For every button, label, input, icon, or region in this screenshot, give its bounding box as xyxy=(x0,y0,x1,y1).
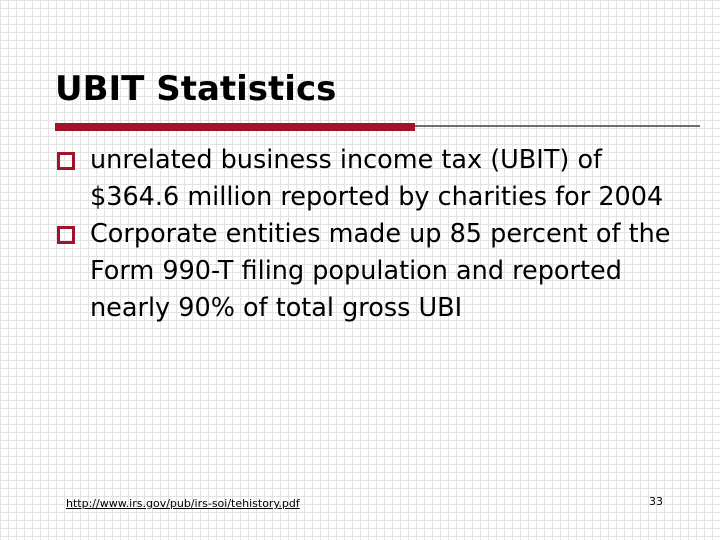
hollow-square-bullet-icon xyxy=(57,226,75,244)
title-underline-accent xyxy=(55,123,415,131)
bullet-list: unrelated business income tax (UBIT) of … xyxy=(55,142,695,327)
slide-title: UBIT Statistics xyxy=(55,69,337,109)
bullet-item: unrelated business income tax (UBIT) of … xyxy=(55,142,695,216)
source-link[interactable]: http://www.irs.gov/pub/irs-soi/tehistory… xyxy=(66,497,300,510)
bullet-text: Corporate entities made up 85 percent of… xyxy=(90,219,671,323)
bullet-item: Corporate entities made up 85 percent of… xyxy=(55,216,695,327)
page-number: 33 xyxy=(649,495,663,508)
hollow-square-bullet-icon xyxy=(57,152,75,170)
bullet-text: unrelated business income tax (UBIT) of … xyxy=(90,145,664,212)
